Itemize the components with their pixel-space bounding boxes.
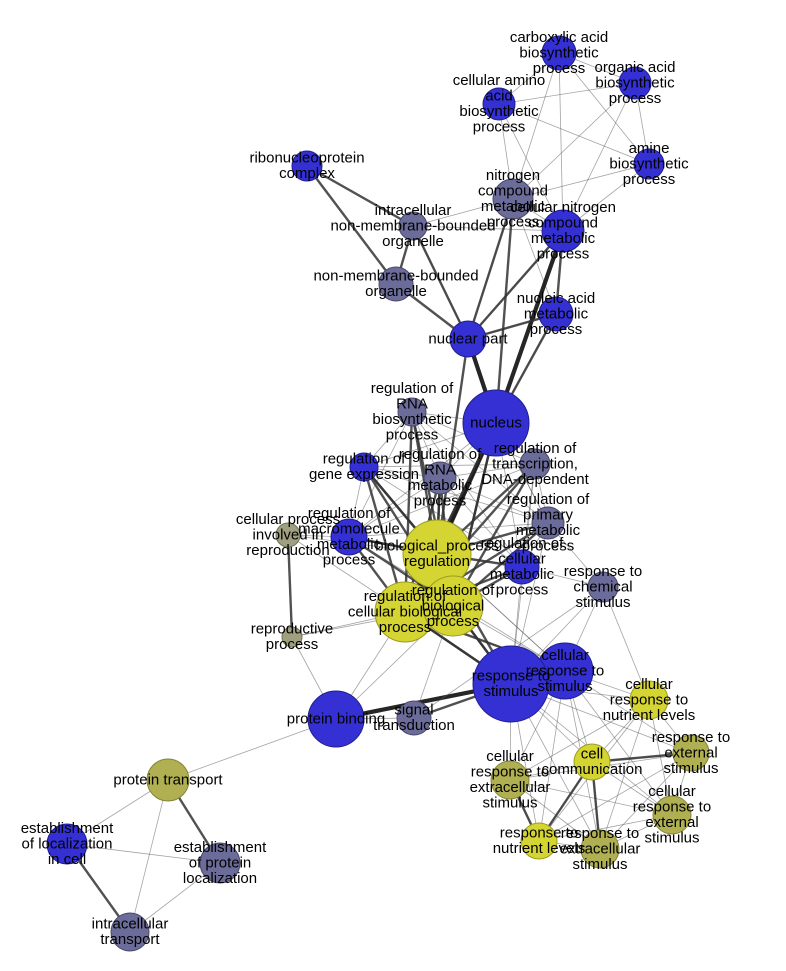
svg-text:response to: response to <box>652 729 730 746</box>
svg-text:transduction: transduction <box>373 717 455 734</box>
svg-text:primary: primary <box>523 507 574 524</box>
svg-text:signal: signal <box>394 702 433 719</box>
svg-text:intracellular: intracellular <box>375 202 452 219</box>
svg-text:ribonucleoprotein: ribonucleoprotein <box>249 150 364 167</box>
svg-text:regulation of: regulation of <box>399 446 482 463</box>
svg-text:regulation: regulation <box>404 553 470 570</box>
svg-text:cellular: cellular <box>541 647 589 664</box>
svg-text:process: process <box>609 90 662 107</box>
svg-text:gene expression: gene expression <box>309 466 419 483</box>
svg-text:regulation of: regulation of <box>323 451 406 468</box>
svg-text:compound: compound <box>478 183 548 200</box>
svg-text:process: process <box>537 246 590 263</box>
svg-text:stimulus: stimulus <box>483 683 538 700</box>
svg-text:process: process <box>623 171 676 188</box>
svg-text:intracellular: intracellular <box>92 916 169 933</box>
svg-text:nucleus: nucleus <box>470 414 522 431</box>
svg-text:process: process <box>414 493 467 510</box>
svg-text:organic acid: organic acid <box>595 59 676 76</box>
svg-text:process: process <box>379 619 432 636</box>
svg-text:stimulus: stimulus <box>644 830 699 847</box>
svg-text:stimulus: stimulus <box>663 760 718 777</box>
svg-text:biosynthetic: biosynthetic <box>595 74 675 91</box>
svg-text:process: process <box>496 582 549 599</box>
svg-text:complex: complex <box>279 165 335 182</box>
svg-text:protein binding: protein binding <box>287 710 385 727</box>
svg-text:process: process <box>266 636 319 653</box>
svg-text:nitrogen: nitrogen <box>486 167 540 184</box>
svg-text:establishment: establishment <box>21 820 114 837</box>
svg-text:non-membrane-bounded: non-membrane-bounded <box>313 268 478 285</box>
svg-text:amine: amine <box>629 140 670 157</box>
svg-text:stimulus: stimulus <box>572 856 627 873</box>
svg-text:response to: response to <box>561 825 639 842</box>
svg-text:regulation of: regulation of <box>494 440 577 457</box>
svg-text:reproduction: reproduction <box>246 542 329 559</box>
svg-text:external: external <box>664 744 717 761</box>
svg-text:regulation of: regulation of <box>507 491 590 508</box>
svg-text:biosynthetic: biosynthetic <box>609 155 689 172</box>
svg-text:cellular: cellular <box>498 551 546 568</box>
svg-text:RNA: RNA <box>424 462 456 479</box>
svg-text:biosynthetic: biosynthetic <box>519 44 599 61</box>
svg-text:biosynthetic: biosynthetic <box>459 103 539 120</box>
svg-text:metabolic: metabolic <box>490 566 555 583</box>
svg-text:of protein: of protein <box>189 854 252 871</box>
svg-text:nuclear part: nuclear part <box>428 330 508 347</box>
svg-text:extracellular: extracellular <box>560 840 641 857</box>
svg-text:communication: communication <box>542 761 643 778</box>
svg-text:metabolic: metabolic <box>408 477 473 494</box>
svg-text:process: process <box>386 427 439 444</box>
svg-text:process: process <box>473 119 526 136</box>
svg-text:process: process <box>323 552 376 569</box>
svg-text:stimulus: stimulus <box>482 795 537 812</box>
svg-text:cellular: cellular <box>486 748 534 765</box>
svg-text:process: process <box>427 613 480 630</box>
svg-text:RNA: RNA <box>396 396 428 413</box>
svg-text:biological: biological <box>422 597 485 614</box>
svg-text:extracellular: extracellular <box>470 779 551 796</box>
svg-text:involved in: involved in <box>253 526 324 543</box>
svg-text:response to: response to <box>610 691 688 708</box>
svg-text:establishment: establishment <box>174 839 267 856</box>
svg-text:response to: response to <box>633 799 711 816</box>
svg-text:nucleic acid: nucleic acid <box>517 290 595 307</box>
svg-text:metabolic: metabolic <box>524 305 589 322</box>
svg-text:chemical: chemical <box>573 578 632 595</box>
svg-text:stimulus: stimulus <box>575 594 630 611</box>
svg-text:biosynthetic: biosynthetic <box>372 411 452 428</box>
svg-text:response to: response to <box>472 668 550 685</box>
svg-text:regulation of: regulation of <box>371 380 454 397</box>
svg-text:compound: compound <box>528 215 598 232</box>
svg-text:cellular amino: cellular amino <box>453 72 546 89</box>
svg-text:in cell: in cell <box>48 851 86 868</box>
svg-text:process: process <box>530 321 583 338</box>
svg-text:regulation of: regulation of <box>412 582 495 599</box>
svg-text:response to: response to <box>564 563 642 580</box>
svg-text:cellular process: cellular process <box>236 511 340 528</box>
svg-text:biological_process: biological_process <box>375 538 498 555</box>
svg-text:organelle: organelle <box>365 283 427 300</box>
svg-text:organelle: organelle <box>382 233 444 250</box>
svg-text:cellular: cellular <box>648 783 696 800</box>
svg-text:localization: localization <box>183 870 257 887</box>
svg-text:nutrient levels: nutrient levels <box>603 707 696 724</box>
svg-text:acid: acid <box>485 88 513 105</box>
svg-text:protein transport: protein transport <box>113 771 223 788</box>
svg-text:reproductive: reproductive <box>251 621 334 638</box>
svg-text:metabolic: metabolic <box>531 230 596 247</box>
svg-text:cellular nitrogen: cellular nitrogen <box>510 199 616 216</box>
svg-text:response to: response to <box>471 764 549 781</box>
svg-text:external: external <box>645 814 698 831</box>
svg-text:non-membrane-bounded: non-membrane-bounded <box>330 217 495 234</box>
svg-text:of localization: of localization <box>22 835 113 852</box>
svg-text:carboxylic acid: carboxylic acid <box>510 29 608 46</box>
svg-text:DNA-dependent: DNA-dependent <box>481 471 589 488</box>
svg-text:cell: cell <box>581 746 604 763</box>
svg-text:cellular: cellular <box>625 676 673 693</box>
svg-text:transcription,: transcription, <box>492 455 578 472</box>
svg-text:transport: transport <box>100 931 160 948</box>
